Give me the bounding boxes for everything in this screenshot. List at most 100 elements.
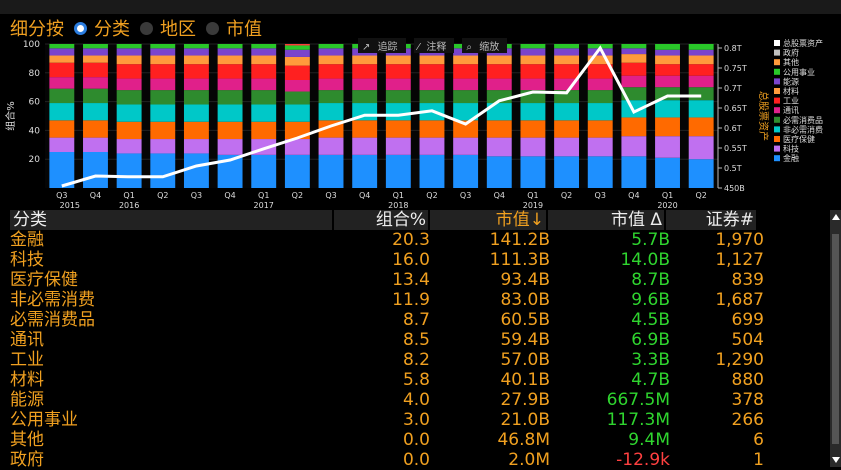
change-cell: 667.5M — [606, 390, 670, 410]
change-cell: 9.4M — [628, 430, 670, 450]
bar-segment — [318, 103, 344, 121]
bar-segment — [621, 156, 647, 188]
radio-market-cap[interactable] — [206, 21, 219, 35]
bar-segment — [554, 156, 580, 188]
bar-segment — [318, 44, 344, 49]
change-cell: 8.7B — [631, 270, 670, 290]
change-cell: 4.7B — [631, 370, 670, 390]
table-row[interactable]: 材料 5.8 40.1B 4.7B 880 — [10, 370, 828, 390]
bar-segment — [284, 91, 310, 105]
table-row[interactable]: 公用事业 3.0 21.0B 117.3M 266 — [10, 410, 828, 430]
legend-label: 总股票资产 — [783, 38, 823, 48]
x-tick-label: Q4 — [359, 191, 370, 200]
bar-segment — [655, 75, 680, 88]
table-row[interactable]: 政府 0.0 2.0M -12.9k 1 — [10, 450, 828, 470]
zoom-button[interactable]: ⌕ 缩放 — [462, 38, 508, 53]
table-row[interactable]: 科技 16.0 111.3B 14.0B 1,127 — [10, 250, 828, 270]
count-cell: 1,687 — [715, 290, 764, 310]
bar-segment — [453, 64, 479, 79]
change-cell: 6.9B — [631, 330, 670, 350]
bar-segment — [284, 154, 310, 188]
col-header-market-value[interactable]: 市值↓ — [430, 210, 548, 230]
x-tick-label: Q3 — [56, 191, 67, 200]
count-cell: 699 — [731, 310, 764, 330]
market-value-cell: 27.9B — [500, 390, 550, 410]
col-header-category[interactable]: 分类 — [10, 210, 334, 230]
bar-segment — [587, 90, 613, 104]
category-cell: 公用事业 — [10, 410, 78, 430]
legend-swatch — [774, 116, 780, 123]
table-row[interactable]: 必需消费品 8.7 60.5B 4.5B 699 — [10, 310, 828, 330]
x-tick-label: Q2 — [695, 191, 706, 200]
pct-cell: 4.0 — [402, 390, 430, 410]
option-market-cap-label[interactable]: 市值 — [226, 19, 262, 40]
bar-segment — [655, 49, 680, 56]
scroll-down-icon[interactable] — [832, 457, 840, 463]
x-tick-label: Q2 — [292, 191, 303, 200]
bar-segment — [554, 120, 580, 138]
pct-cell: 11.9 — [392, 290, 430, 310]
market-value-cell: 46.8M — [497, 430, 550, 450]
table-row[interactable]: 金融 20.3 141.2B 5.7B 1,970 — [10, 230, 828, 250]
bar-segment — [554, 137, 580, 157]
market-value-cell: 40.1B — [500, 370, 550, 390]
x-year-label: 2015 — [60, 201, 80, 210]
bar-segment — [83, 152, 108, 188]
bar-segment — [49, 62, 75, 78]
bar-segment — [116, 104, 142, 122]
change-cell: 5.7B — [631, 230, 670, 250]
x-tick-label: Q2 — [561, 191, 572, 200]
legend-label: 科技 — [783, 144, 799, 154]
bar-segment — [49, 44, 75, 49]
bar-segment — [49, 103, 75, 121]
bar-segment — [217, 64, 243, 79]
x-year-label: 2017 — [254, 201, 274, 210]
bar-segment — [554, 48, 580, 56]
right-axis-label: 总股票资产 — [757, 91, 770, 141]
col-header-pct[interactable]: 组合% — [334, 210, 430, 230]
note-button[interactable]: ⁄ 注释 — [413, 38, 455, 53]
table-row[interactable]: 通讯 8.5 59.4B 6.9B 504 — [10, 330, 828, 350]
col-header-count[interactable]: 证券# — [666, 210, 758, 230]
table-row[interactable]: 工业 8.2 57.0B 3.3B 1,290 — [10, 350, 828, 370]
bar-segment — [150, 64, 176, 79]
x-year-label: 2020 — [657, 201, 677, 210]
legend-swatch — [774, 145, 780, 152]
bar-segment — [318, 64, 344, 79]
x-year-label: 2016 — [119, 201, 139, 210]
table-row[interactable]: 能源 4.0 27.9B 667.5M 378 — [10, 390, 828, 410]
bar-segment — [486, 103, 512, 121]
option-region-label[interactable]: 地区 — [160, 19, 196, 40]
left-tick-label: 60 — [29, 98, 41, 108]
category-cell: 政府 — [10, 450, 44, 470]
legend-label: 必需消费品 — [783, 115, 823, 125]
left-tick-label: 20 — [29, 155, 41, 165]
x-tick-label: Q4 — [494, 191, 505, 200]
total-equity-line — [61, 45, 702, 188]
count-cell: 839 — [731, 270, 764, 290]
change-cell: 14.0B — [620, 250, 670, 270]
table-row[interactable]: 非必需消费 11.9 83.0B 9.6B 1,687 — [10, 290, 828, 310]
table-scrollbar[interactable] — [830, 210, 841, 467]
change-cell: 3.3B — [631, 350, 670, 370]
scroll-up-icon[interactable] — [832, 214, 840, 220]
col-header-market-value-change[interactable]: 市值 Δ — [548, 210, 666, 230]
bar-segment — [419, 120, 445, 138]
radio-region[interactable] — [140, 21, 153, 35]
bar-segment — [587, 137, 613, 157]
bar-segment — [688, 44, 714, 50]
table-row[interactable]: 医疗保健 13.4 93.4B 8.7B 839 — [10, 270, 828, 290]
market-value-cell: 21.0B — [500, 410, 550, 430]
bar-segment — [655, 64, 680, 76]
market-value-cell: 57.0B — [500, 350, 550, 370]
table-row[interactable]: 其他 0.0 46.8M 9.4M 6 — [10, 430, 828, 450]
bar-segment — [419, 78, 445, 91]
x-tick-label: Q1 — [393, 191, 404, 200]
bar-segment — [453, 120, 479, 138]
track-button[interactable]: ↗ 追踪 — [358, 38, 406, 53]
bar-segment — [655, 100, 680, 118]
option-category-label[interactable]: 分类 — [94, 19, 130, 40]
scroll-thumb[interactable] — [832, 234, 839, 444]
radio-category[interactable] — [74, 21, 87, 35]
count-cell: 1,127 — [715, 250, 764, 270]
